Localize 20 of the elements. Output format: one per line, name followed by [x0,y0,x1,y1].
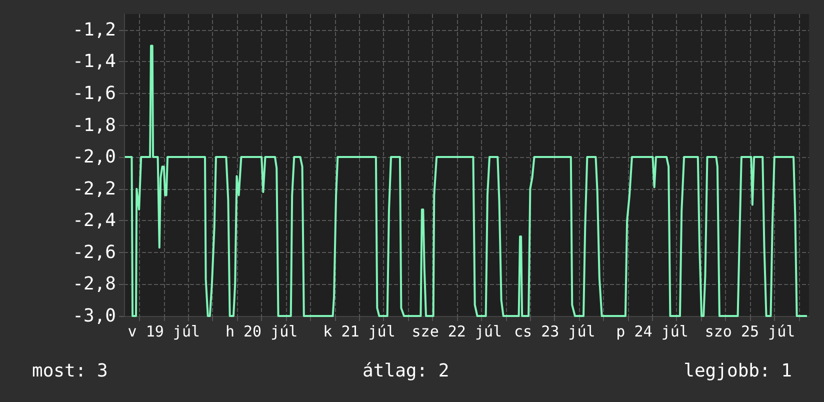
x-tick-label: h 20 júl [225,322,298,340]
x-tick-label: v 19 júl [128,322,200,340]
y-tick-label: -2,2 [72,178,116,200]
text: legjobb: 1 [684,360,792,382]
y-tick-label: -1,8 [72,114,116,136]
x-tick-label: szo 25 júl [704,322,796,340]
y-tick-label: -1,2 [72,19,116,40]
y-tick-label: -2,6 [72,242,116,263]
x-tick-label: k 21 júl [323,322,396,340]
y-tick-label: -3,0 [72,306,116,326]
y-tick-label: -1,6 [72,82,116,104]
text: most: 3 [32,360,108,382]
y-tick-label: -2,0 [72,146,116,168]
x-tick-label: sze 22 júl [412,322,502,340]
y-tick-label: -2,4 [72,210,116,232]
y-tick-label: -2,8 [72,274,116,295]
y-tick-label: -1,4 [72,51,116,72]
x-tick-label: p 24 júl [616,322,688,340]
text: átlag: 2 [362,360,450,382]
x-tick-label: cs 23 júl [514,322,596,340]
